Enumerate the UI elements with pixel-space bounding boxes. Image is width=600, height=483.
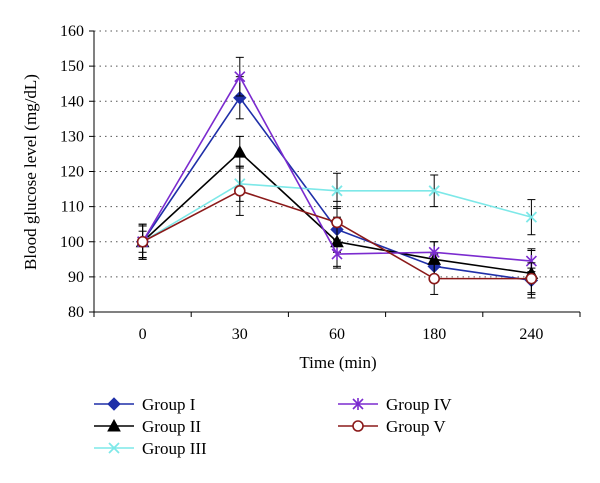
data-point [428, 185, 440, 197]
y-tick-label: 160 [60, 23, 84, 40]
data-point [234, 70, 246, 83]
x-tick-label: 0 [139, 326, 147, 343]
legend-marker [107, 418, 121, 432]
legend: Group I Group II Group III Group IV Group V [94, 395, 452, 458]
x-axis-title: Time (min) [299, 353, 376, 372]
data-point [331, 185, 343, 197]
data-point [234, 185, 246, 197]
y-tick-label: 110 [61, 199, 84, 216]
data-point [331, 216, 343, 229]
legend-label: Group IV [386, 395, 452, 414]
legend-marker [107, 397, 121, 411]
legend-item-group-i: Group I [94, 395, 196, 414]
y-tick-label: 90 [68, 269, 84, 286]
legend-item-group-v: Group V [338, 417, 446, 436]
legend-label: Group III [142, 439, 207, 458]
series-group-v [136, 165, 538, 295]
legend-item-group-iv: Group IV [338, 395, 452, 414]
legend-label: Group I [142, 395, 196, 414]
legend-label: Group V [386, 417, 446, 436]
legend-item-group-iii: Group III [94, 439, 207, 458]
y-tick-label: 120 [60, 164, 84, 181]
legend-marker [108, 442, 120, 454]
x-tick-label: 60 [329, 326, 345, 343]
data-point [428, 272, 441, 285]
data-point [331, 248, 343, 261]
x-tick-label: 180 [422, 326, 446, 343]
data-point [525, 272, 538, 285]
series-layer [135, 56, 539, 299]
y-tick-label: 130 [60, 128, 84, 145]
data-point [525, 211, 538, 223]
data-point [232, 145, 247, 158]
tick-labels: 80 90 100 110 120 130 140 150 160 0 30 60 180 240 [60, 23, 543, 343]
legend-marker [352, 420, 364, 432]
legend-marker [352, 398, 364, 410]
x-tick-label: 240 [519, 326, 543, 343]
data-point [428, 246, 440, 259]
y-tick-label: 80 [68, 304, 84, 321]
data-point [136, 235, 149, 248]
y-tick-label: 140 [60, 93, 84, 110]
y-axis-title: Blood glucose level (mg/dL) [21, 74, 40, 270]
x-tick-label: 30 [232, 326, 248, 343]
y-tick-label: 150 [60, 58, 84, 75]
y-tick-label: 100 [60, 234, 84, 251]
legend-item-group-ii: Group II [94, 417, 201, 436]
legend-label: Group II [142, 417, 201, 436]
axes [89, 30, 581, 317]
